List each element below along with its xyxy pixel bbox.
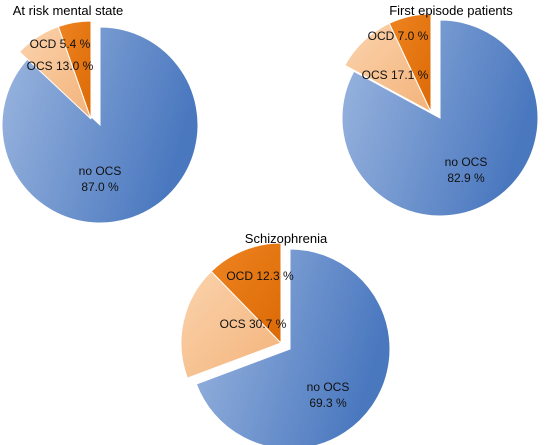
label-ocd: OCD 12.3 % <box>226 269 294 283</box>
label-ocs: OCS 17.1 % <box>362 68 429 82</box>
label-no-ocs-value: 82.9 % <box>447 171 485 185</box>
label-no-ocs-value: 69.3 % <box>309 396 347 410</box>
chart-title: Schizophrenia <box>245 231 328 246</box>
pie-slice-ocd <box>210 242 282 345</box>
pie-slice-ocd <box>388 13 432 113</box>
chart-title: First episode patients <box>389 3 513 18</box>
label-no-ocs-name: no OCS <box>79 164 122 178</box>
label-no-ocs-value: 87.0 % <box>81 180 119 194</box>
pie-slice-no-ocs <box>1 26 199 224</box>
label-no-ocs-name: no OCS <box>307 380 350 394</box>
label-no-ocs: no OCS 87.0 % <box>79 164 122 194</box>
pie-slice-no-ocs <box>195 248 391 445</box>
label-no-ocs: no OCS 82.9 % <box>445 155 488 185</box>
pie-slice-ocs <box>180 270 282 379</box>
label-ocd: OCD 5.4 % <box>30 37 91 51</box>
pie-slice-ocd <box>57 20 92 120</box>
pie-slice-no-ocs <box>341 19 539 217</box>
label-ocs: OCS 13.0 % <box>27 59 94 73</box>
label-ocs: OCS 30.7 % <box>220 317 287 331</box>
chart-title: At risk mental state <box>13 3 124 18</box>
label-ocd: OCD 7.0 % <box>368 29 429 43</box>
label-no-ocs: no OCS 69.3 % <box>307 380 350 410</box>
label-no-ocs-name: no OCS <box>445 155 488 169</box>
